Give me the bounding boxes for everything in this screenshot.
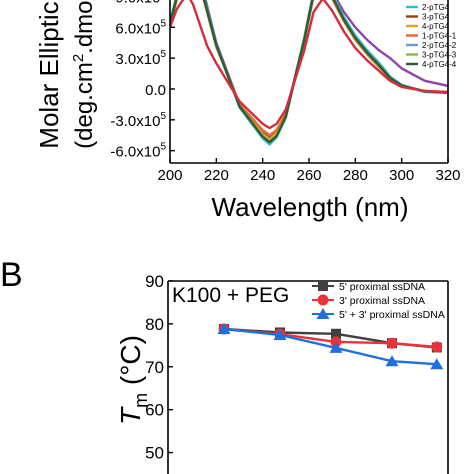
panel-b-label: B bbox=[0, 256, 23, 294]
panel-b-point-circle bbox=[386, 337, 398, 349]
panel-b-point-square bbox=[318, 281, 328, 291]
panel-b-point-square bbox=[331, 328, 341, 339]
panel-a-x-tick-label: 280 bbox=[343, 167, 368, 184]
panel-b-point-circle bbox=[330, 336, 342, 348]
panel-a-x-tick-label: 220 bbox=[204, 167, 229, 184]
panel-b-legend-label: 5' + 3' proximal ssDNA bbox=[339, 309, 445, 321]
panel-b-point-circle bbox=[431, 341, 443, 353]
panel-a-chart: -6.0x105 -3.0x105 0.0 3.0x105 6.0x105 9.0x105… bbox=[34, 0, 461, 222]
panel-b-legend-label: 5' proximal ssDNA bbox=[339, 281, 425, 293]
panel-a-legend-label: 2-pTG4 bbox=[422, 3, 450, 12]
panel-a-x-tick-label: 240 bbox=[250, 167, 275, 184]
panel-a-legend: 2-pTG43-pTG44-pTG41-pTG4-12-pTG4-23-pTG4… bbox=[406, 3, 457, 69]
panel-b-legend: 5' proximal ssDNA 3' proximal ssDNA 5' + 3… bbox=[312, 281, 445, 321]
panel-a-x-tick-label: 320 bbox=[435, 167, 460, 184]
panel-a-series-group bbox=[170, 0, 448, 146]
panel-a-legend-label: 3-pTG4-3 bbox=[422, 51, 457, 60]
panel-a-y-tick-label: -6.0x105 bbox=[110, 142, 166, 161]
panel-a-x-axis-label: Wavelength (nm) bbox=[212, 192, 409, 222]
panel-b-chart: B 50 60 70 80 90 5' proximal ssDNA 3' proxima… bbox=[0, 256, 449, 474]
panel-a-y-tick-label: 6.0x105 bbox=[115, 18, 166, 37]
panel-b-point-circle bbox=[317, 294, 329, 306]
panel-a-x-ticks: 200 220 240 260 280 300 320 bbox=[157, 158, 461, 184]
panel-a-legend-label: 4-pTG4 bbox=[422, 22, 450, 31]
panel-b-y-tick-label: 90 bbox=[145, 272, 164, 291]
panel-b-series-group bbox=[217, 323, 444, 370]
panel-a-x-tick-label: 200 bbox=[157, 167, 182, 184]
panel-a-y-axis-label-line1: Molar Ellipticity bbox=[34, 0, 64, 149]
panel-b-point-triangle bbox=[385, 355, 399, 367]
panel-b-y-tick-label: 70 bbox=[145, 358, 164, 377]
panel-b-y-tick-label: 80 bbox=[145, 315, 164, 334]
panel-b-y-ticks: 50 60 70 80 90 bbox=[145, 272, 173, 463]
panel-a-legend-label: 3-pTG4 bbox=[422, 13, 450, 22]
panel-b-y-tick-label: 60 bbox=[145, 401, 164, 420]
panel-a-y-tick-label: 0.0 bbox=[145, 82, 166, 99]
panel-b-y-tick-label: 50 bbox=[145, 444, 164, 463]
panel-b-y-axis-label: Tm (°C) bbox=[115, 335, 151, 425]
panel-a-y-tick-label: 3.0x105 bbox=[115, 49, 166, 68]
panel-a-legend-label: 1-pTG4-1 bbox=[422, 32, 457, 41]
panel-a-y-tick-label: -3.0x105 bbox=[110, 111, 166, 130]
panel-b-point-triangle bbox=[273, 329, 287, 341]
panel-a-legend-label: 2-pTG4-2 bbox=[422, 41, 457, 50]
panel-b-point-triangle bbox=[329, 341, 343, 353]
panel-b-axes bbox=[167, 280, 449, 474]
panel-a-x-tick-label: 260 bbox=[296, 167, 321, 184]
panel-a-y-ticks: -6.0x105 -3.0x105 0.0 3.0x105 6.0x105 9.0x105 bbox=[110, 0, 175, 161]
panel-a-series-line-9 bbox=[170, 0, 448, 130]
panel-b-point-triangle bbox=[217, 323, 231, 335]
panel-b-point-triangle bbox=[316, 308, 330, 319]
panel-b-annotation: K100 + PEG bbox=[172, 284, 289, 307]
panel-a-x-tick-label: 300 bbox=[389, 167, 414, 184]
panel-a-y-axis-label-line2: (deg.cm2.dmol bbox=[70, 0, 98, 149]
panel-a-series-line-8 bbox=[170, 0, 448, 144]
panel-b-legend-label: 3' proximal ssDNA bbox=[339, 295, 425, 307]
panel-a-y-tick-label: 9.0x105 bbox=[115, 0, 166, 6]
panel-a-legend-label: 4-pTG4-4 bbox=[422, 60, 457, 69]
panel-b-point-triangle bbox=[430, 358, 444, 370]
